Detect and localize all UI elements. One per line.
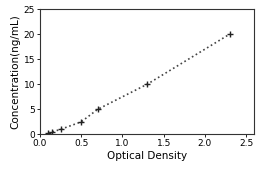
X-axis label: Optical Density: Optical Density [107, 151, 187, 161]
Y-axis label: Concentration(ng/mL): Concentration(ng/mL) [11, 14, 21, 129]
